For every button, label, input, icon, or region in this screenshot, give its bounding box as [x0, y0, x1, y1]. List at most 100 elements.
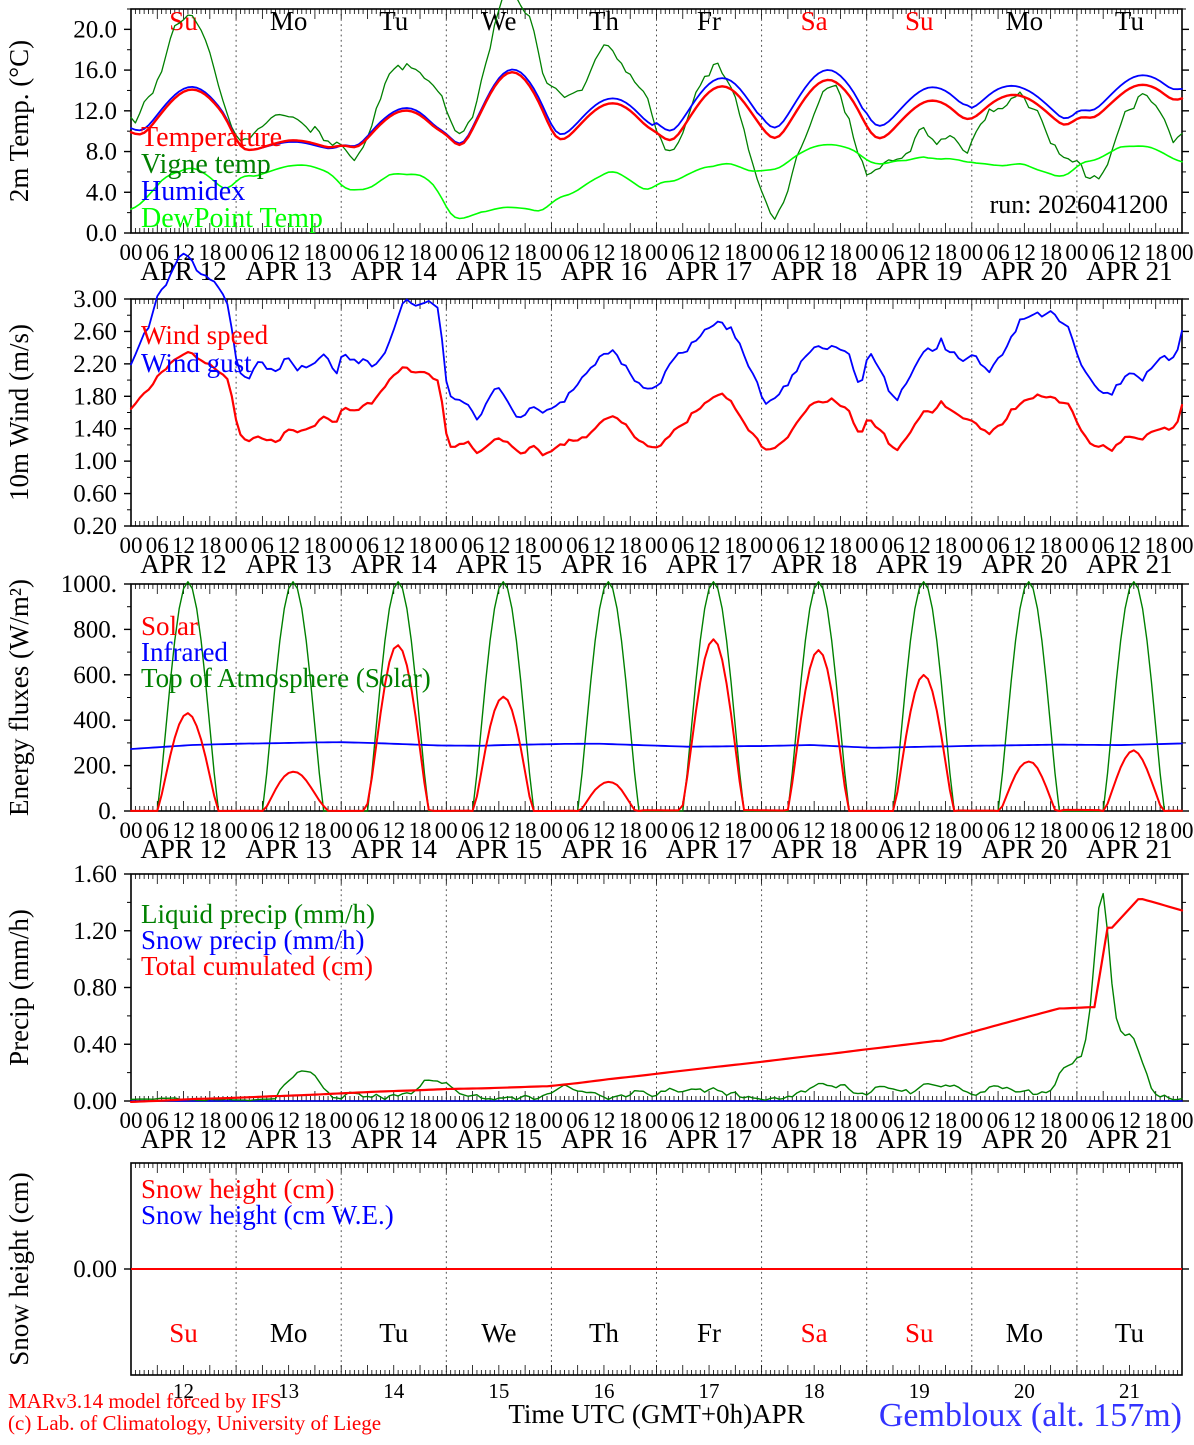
svg-text:(c) Lab. of Climatology, Unive: (c) Lab. of Climatology, University of L… — [8, 1411, 381, 1435]
svg-text:600.: 600. — [73, 662, 117, 689]
svg-text:APR 19: APR 19 — [876, 256, 962, 286]
svg-text:00: 00 — [855, 240, 878, 265]
svg-text:APR 12: APR 12 — [140, 549, 226, 579]
svg-text:APR 18: APR 18 — [771, 834, 857, 864]
svg-text:APR 15: APR 15 — [456, 256, 542, 286]
svg-text:Top of Atmosphere (Solar): Top of Atmosphere (Solar) — [141, 663, 431, 693]
svg-text:APR 21: APR 21 — [1086, 1124, 1172, 1154]
svg-text:00: 00 — [1171, 240, 1194, 265]
svg-text:00: 00 — [120, 240, 143, 265]
svg-text:Snow height (cm W.E.): Snow height (cm W.E.) — [141, 1200, 394, 1230]
svg-text:4.0: 4.0 — [86, 179, 117, 206]
svg-text:APR 16: APR 16 — [561, 549, 647, 579]
svg-text:Mo: Mo — [1006, 6, 1044, 36]
svg-text:APR 17: APR 17 — [666, 1124, 752, 1154]
svg-text:Wind speed: Wind speed — [141, 320, 269, 350]
svg-text:Th: Th — [589, 6, 619, 36]
svg-text:00: 00 — [1171, 818, 1194, 843]
svg-text:APR 17: APR 17 — [666, 256, 752, 286]
svg-text:00: 00 — [120, 818, 143, 843]
svg-text:Su: Su — [169, 6, 198, 36]
svg-text:Su: Su — [905, 6, 934, 36]
svg-text:14: 14 — [383, 1379, 405, 1403]
svg-text:2.60: 2.60 — [73, 318, 117, 345]
svg-text:APR 21: APR 21 — [1086, 834, 1172, 864]
svg-text:00: 00 — [1065, 533, 1088, 558]
svg-text:APR 20: APR 20 — [981, 1124, 1067, 1154]
svg-text:APR 13: APR 13 — [246, 834, 332, 864]
svg-text:Su: Su — [905, 1318, 934, 1348]
svg-text:00: 00 — [225, 818, 248, 843]
svg-text:APR 18: APR 18 — [771, 1124, 857, 1154]
svg-text:APR 14: APR 14 — [351, 256, 438, 286]
svg-text:APR 12: APR 12 — [140, 834, 226, 864]
svg-text:We: We — [481, 1318, 516, 1348]
svg-text:1.40: 1.40 — [73, 416, 117, 443]
svg-text:00: 00 — [1065, 1108, 1088, 1133]
svg-text:APR 20: APR 20 — [981, 256, 1067, 286]
svg-text:Time UTC (GMT+0h)APR: Time UTC (GMT+0h)APR — [508, 1399, 804, 1429]
svg-text:MARv3.14 model forced by IFS: MARv3.14 model forced by IFS — [8, 1389, 282, 1413]
svg-text:20.0: 20.0 — [73, 16, 117, 43]
svg-text:APR 13: APR 13 — [246, 549, 332, 579]
svg-text:00: 00 — [330, 818, 353, 843]
svg-text:0.: 0. — [98, 798, 117, 825]
svg-text:00: 00 — [1171, 1108, 1194, 1133]
svg-text:APR 15: APR 15 — [456, 1124, 542, 1154]
svg-text:00: 00 — [960, 533, 983, 558]
svg-text:Mo: Mo — [270, 6, 308, 36]
svg-text:00: 00 — [225, 240, 248, 265]
svg-text:APR 20: APR 20 — [981, 834, 1067, 864]
svg-text:Wind gust: Wind gust — [141, 348, 252, 378]
svg-text:APR 18: APR 18 — [771, 549, 857, 579]
svg-text:00: 00 — [750, 1108, 773, 1133]
svg-text:0.0: 0.0 — [86, 220, 117, 247]
svg-text:1.60: 1.60 — [73, 861, 117, 888]
svg-text:DewPoint Temp: DewPoint Temp — [141, 203, 323, 234]
svg-text:APR 13: APR 13 — [246, 256, 332, 286]
svg-text:3.00: 3.00 — [73, 286, 117, 313]
svg-text:00: 00 — [435, 240, 458, 265]
svg-text:00: 00 — [645, 1108, 668, 1133]
svg-text:1000.: 1000. — [61, 571, 117, 598]
svg-text:APR 14: APR 14 — [351, 834, 438, 864]
svg-text:Sa: Sa — [801, 6, 828, 36]
svg-text:APR 15: APR 15 — [456, 834, 542, 864]
svg-text:00: 00 — [435, 818, 458, 843]
svg-text:Fr: Fr — [697, 1318, 721, 1348]
svg-text:00: 00 — [645, 533, 668, 558]
svg-text:0.40: 0.40 — [73, 1031, 117, 1058]
svg-text:APR 16: APR 16 — [561, 1124, 647, 1154]
svg-text:00: 00 — [120, 533, 143, 558]
svg-text:APR 19: APR 19 — [876, 549, 962, 579]
svg-text:0.00: 0.00 — [73, 1256, 117, 1283]
svg-text:00: 00 — [645, 240, 668, 265]
svg-text:1.00: 1.00 — [73, 448, 117, 475]
svg-text:Sa: Sa — [801, 1318, 828, 1348]
svg-text:APR 14: APR 14 — [351, 1124, 438, 1154]
svg-text:00: 00 — [540, 533, 563, 558]
svg-text:Energy fluxes (W/m²): Energy fluxes (W/m²) — [4, 579, 34, 816]
svg-text:Th: Th — [589, 1318, 619, 1348]
svg-text:Precip (mm/h): Precip (mm/h) — [4, 909, 34, 1066]
svg-text:Mo: Mo — [270, 1318, 308, 1348]
svg-text:00: 00 — [435, 533, 458, 558]
svg-text:00: 00 — [855, 818, 878, 843]
svg-text:400.: 400. — [73, 707, 117, 734]
svg-text:APR 19: APR 19 — [876, 834, 962, 864]
svg-text:00: 00 — [1065, 240, 1088, 265]
svg-text:APR 13: APR 13 — [246, 1124, 332, 1154]
svg-text:00: 00 — [750, 818, 773, 843]
svg-text:APR 17: APR 17 — [666, 834, 752, 864]
svg-text:Tu: Tu — [379, 1318, 409, 1348]
svg-text:00: 00 — [330, 533, 353, 558]
svg-text:Tu: Tu — [379, 6, 409, 36]
svg-text:1.20: 1.20 — [73, 918, 117, 945]
svg-text:APR 17: APR 17 — [666, 549, 752, 579]
svg-text:APR 21: APR 21 — [1086, 549, 1172, 579]
svg-text:APR 21: APR 21 — [1086, 256, 1172, 286]
svg-text:00: 00 — [540, 818, 563, 843]
svg-text:8.0: 8.0 — [86, 139, 117, 166]
svg-text:2m Temp. (°C): 2m Temp. (°C) — [4, 40, 34, 202]
svg-text:00: 00 — [750, 240, 773, 265]
